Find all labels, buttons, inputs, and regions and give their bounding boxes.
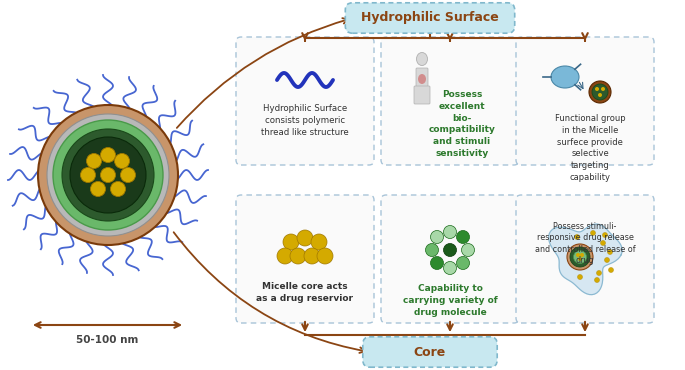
Ellipse shape bbox=[38, 105, 178, 245]
Ellipse shape bbox=[290, 248, 306, 264]
FancyBboxPatch shape bbox=[414, 86, 430, 104]
Ellipse shape bbox=[598, 93, 602, 97]
Ellipse shape bbox=[114, 154, 129, 168]
FancyBboxPatch shape bbox=[516, 195, 654, 323]
Ellipse shape bbox=[597, 270, 601, 276]
Ellipse shape bbox=[90, 182, 105, 196]
Ellipse shape bbox=[577, 275, 582, 279]
FancyBboxPatch shape bbox=[516, 37, 654, 165]
FancyBboxPatch shape bbox=[416, 68, 428, 88]
Ellipse shape bbox=[567, 244, 593, 270]
Ellipse shape bbox=[70, 137, 146, 213]
Ellipse shape bbox=[592, 84, 608, 100]
Ellipse shape bbox=[121, 168, 136, 182]
Ellipse shape bbox=[430, 231, 443, 243]
Ellipse shape bbox=[551, 66, 579, 88]
Ellipse shape bbox=[575, 235, 580, 239]
Ellipse shape bbox=[443, 262, 456, 275]
Text: Possess stimuli-
responsive drug release
and controlled release of
drug: Possess stimuli- responsive drug release… bbox=[535, 222, 635, 265]
Ellipse shape bbox=[590, 231, 595, 235]
Ellipse shape bbox=[297, 230, 313, 246]
FancyBboxPatch shape bbox=[363, 337, 497, 367]
Text: Micelle core acts
as a drug reservior: Micelle core acts as a drug reservior bbox=[256, 282, 353, 303]
FancyBboxPatch shape bbox=[236, 37, 374, 165]
Ellipse shape bbox=[283, 234, 299, 250]
FancyBboxPatch shape bbox=[236, 195, 374, 323]
Ellipse shape bbox=[101, 168, 116, 182]
Ellipse shape bbox=[578, 257, 582, 261]
Ellipse shape bbox=[86, 154, 101, 168]
Ellipse shape bbox=[47, 114, 169, 236]
Text: 50-100 nm: 50-100 nm bbox=[76, 335, 138, 345]
Ellipse shape bbox=[576, 253, 580, 257]
Text: Possess
excellent
bio-
compatibility
and stimuli
sensitivity: Possess excellent bio- compatibility and… bbox=[429, 90, 495, 158]
Ellipse shape bbox=[608, 249, 612, 255]
FancyBboxPatch shape bbox=[345, 3, 514, 33]
Ellipse shape bbox=[101, 148, 116, 162]
Ellipse shape bbox=[311, 234, 327, 250]
Ellipse shape bbox=[62, 129, 154, 221]
Ellipse shape bbox=[595, 87, 599, 91]
Ellipse shape bbox=[304, 248, 320, 264]
Text: Functional group
in the Micelle
surfece provide
selective
targeting
capability: Functional group in the Micelle surfece … bbox=[555, 114, 625, 182]
Ellipse shape bbox=[595, 278, 599, 283]
Ellipse shape bbox=[462, 243, 475, 256]
Ellipse shape bbox=[604, 258, 610, 262]
Polygon shape bbox=[549, 224, 622, 295]
Ellipse shape bbox=[608, 268, 614, 272]
Text: Core: Core bbox=[414, 346, 446, 359]
Text: Hydrophilic Surface: Hydrophilic Surface bbox=[361, 11, 499, 24]
Ellipse shape bbox=[277, 248, 293, 264]
Ellipse shape bbox=[53, 120, 163, 230]
Text: Hydrophilic Surface
consists polymeric
thread like structure: Hydrophilic Surface consists polymeric t… bbox=[261, 104, 349, 137]
Text: Capability to
carrying variety of
drug molecule: Capability to carrying variety of drug m… bbox=[403, 284, 497, 317]
FancyBboxPatch shape bbox=[381, 37, 519, 165]
Ellipse shape bbox=[573, 250, 586, 263]
Ellipse shape bbox=[580, 253, 584, 257]
Ellipse shape bbox=[589, 81, 611, 103]
Ellipse shape bbox=[110, 182, 125, 196]
Ellipse shape bbox=[425, 243, 438, 256]
Ellipse shape bbox=[317, 248, 333, 264]
FancyBboxPatch shape bbox=[381, 195, 519, 323]
Ellipse shape bbox=[416, 53, 427, 65]
Ellipse shape bbox=[418, 74, 426, 84]
Ellipse shape bbox=[570, 247, 590, 267]
Ellipse shape bbox=[456, 256, 469, 269]
Ellipse shape bbox=[443, 243, 456, 256]
Ellipse shape bbox=[443, 225, 456, 239]
Ellipse shape bbox=[601, 87, 605, 91]
Ellipse shape bbox=[81, 168, 95, 182]
Ellipse shape bbox=[601, 240, 606, 246]
Ellipse shape bbox=[430, 256, 443, 269]
Ellipse shape bbox=[603, 232, 608, 238]
Ellipse shape bbox=[456, 231, 469, 243]
